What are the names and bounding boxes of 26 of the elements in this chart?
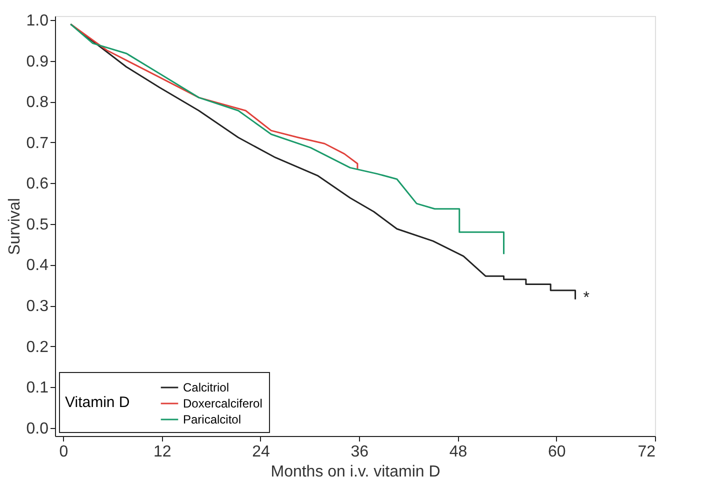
- x-tick-label: 48: [449, 444, 468, 460]
- legend-title: Vitamin D: [65, 394, 130, 411]
- legend-label: Paricalcitol: [183, 412, 242, 426]
- x-tick-label: 36: [350, 444, 369, 460]
- y-tick-label: 0.9: [26, 53, 49, 70]
- line-series: [70, 23, 505, 255]
- y-tick-label: 0.7: [26, 134, 49, 152]
- x-tick-label: 60: [548, 444, 566, 460]
- y-tick-label: 0.5: [26, 216, 49, 234]
- y-tick-label: 0.6: [26, 176, 49, 193]
- y-tick-label: 1.0: [26, 12, 49, 30]
- x-axis-title: Months on i.v. vitamin D: [270, 464, 440, 480]
- annotation: *: [583, 289, 590, 306]
- x-tick-label: 12: [153, 444, 172, 460]
- legend-label: Doxercalciferol: [183, 396, 262, 410]
- y-tick-label: 0.0: [26, 420, 49, 438]
- x-tick-label: 72: [638, 444, 656, 460]
- y-tick-label: 0.8: [26, 94, 49, 112]
- y-axis-title: Survival: [6, 198, 24, 255]
- y-tick-label: 0.4: [26, 257, 49, 274]
- x-tick-label: 24: [252, 444, 270, 460]
- x-tick-label: 0: [59, 444, 68, 460]
- y-tick-label: 0.2: [26, 338, 49, 356]
- y-tick-label: 0.1: [26, 380, 49, 397]
- legend-label: Calcitriol: [183, 380, 230, 394]
- y-tick-label: 0.3: [26, 298, 49, 316]
